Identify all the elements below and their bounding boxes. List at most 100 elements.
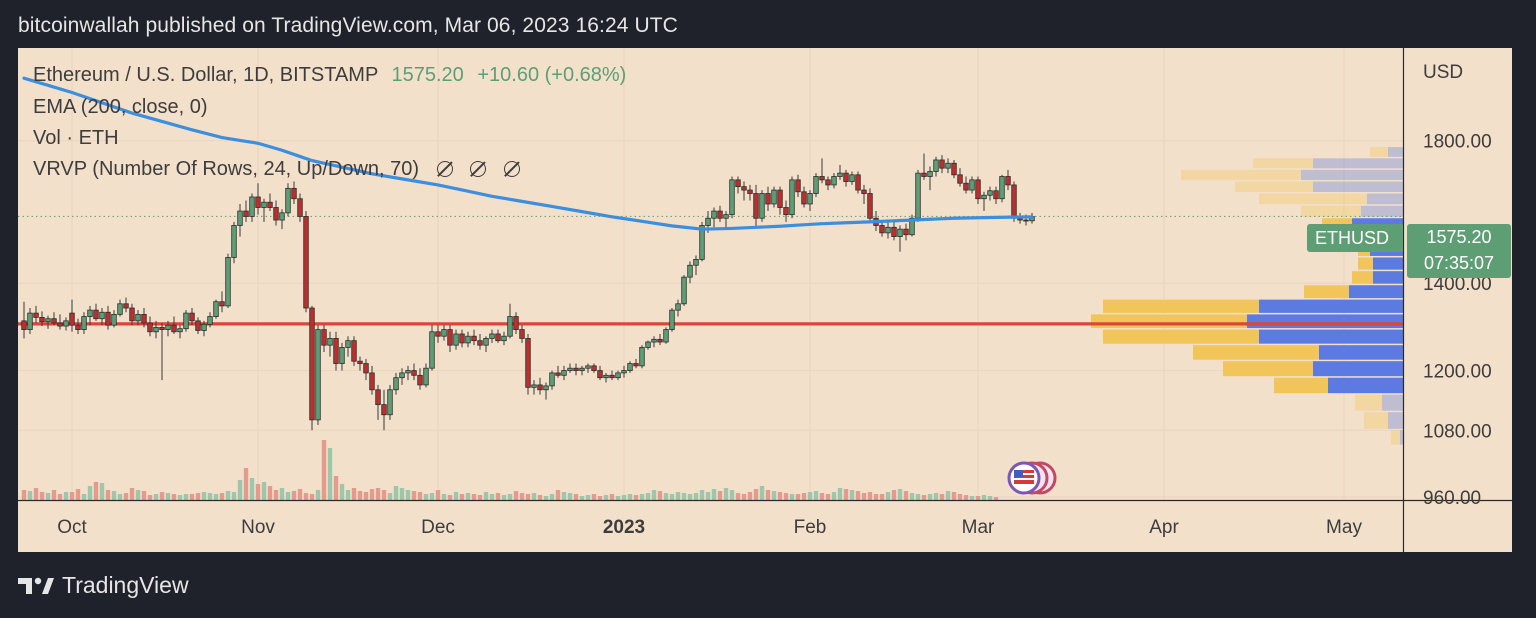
candle-body [27,312,33,330]
candle-body [465,335,471,344]
volume-bar [171,494,177,500]
candle-body [51,318,57,324]
candle-body [783,207,789,216]
volume-profile-up-bar [1259,299,1403,313]
candle-body [165,324,171,330]
candle-body [765,193,771,205]
candle-body [915,172,921,219]
candle-body [405,370,411,374]
candle-body [561,370,567,376]
tradingview-logo-icon [18,577,54,594]
volume-bar [927,494,933,500]
volume-bar [537,495,543,500]
candle-body [531,384,537,388]
price-chart[interactable]: USD 1800.00 1400.00 1200.00 1080.00 960.00 Oct… [18,48,1512,552]
volume-bar [411,491,417,500]
volume-bar [225,491,231,500]
volume-profile-down-bar [1322,218,1352,230]
no-value-icon [470,161,487,177]
volume-profile-up-bar [1301,169,1403,181]
candle-body [663,329,669,343]
legend-ema[interactable]: EMA (200, close, 0) [33,96,208,118]
volume-bar [699,490,705,500]
candle-body [909,217,915,236]
volume-profile-up-bar [1382,394,1403,411]
volume-profile-up-bar [1247,314,1403,329]
candle-body [897,228,903,237]
candle-body [477,340,483,346]
legend-vrvp-row[interactable]: VRVP (Number Of Rows, 24, Up/Down, 70) [33,158,520,181]
chart-panel[interactable]: USD 1800.00 1400.00 1200.00 1080.00 960.00 Oct… [18,48,1512,552]
volume-profile-up-bar [1373,271,1403,284]
economic-events-icons[interactable] [1007,461,1057,495]
tradingview-footer[interactable]: TradingView [18,572,189,599]
legend-volume[interactable]: Vol · ETH [33,127,119,149]
volume-profile-up-bar [1373,257,1403,270]
volume-bar [501,495,507,500]
time-tick-label: Mar [962,517,995,538]
volume-bar [759,486,765,500]
volume-bar [813,491,819,500]
volume-bar [621,495,627,500]
volume-bar [135,490,141,500]
volume-bar [693,493,699,500]
candle-body [129,307,135,322]
volume-bar [117,494,123,500]
volume-bar [957,494,963,500]
candle-body [627,363,633,371]
candle-body [813,176,819,194]
legend-symbol-row[interactable]: Ethereum / U.S. Dollar, 1D, BITSTAMP 157… [33,64,626,87]
volume-bar [885,492,891,500]
time-tick-label: Apr [1149,517,1179,538]
candle-body [135,313,141,322]
volume-profile-up-bar [1388,412,1403,429]
volume-bar [393,486,399,500]
volume-bar [315,490,321,500]
candle-body [63,320,69,327]
candle-body [291,187,297,200]
candle-body [513,316,519,330]
volume-bar [285,492,291,500]
ticker-badge: ETHUSD [1307,224,1403,252]
volume-profile-down-bar [1301,205,1361,217]
volume-bar [741,494,747,500]
volume-bar [897,489,903,500]
volume-profile-down-bar [1304,285,1349,299]
candle-body [723,214,729,219]
candle-body [273,207,279,221]
volume-bar [507,494,513,500]
volume-bar [717,491,723,500]
candle-body [795,179,801,193]
volume-bar [651,490,657,500]
candle-body [519,329,525,339]
volume-bar [483,492,489,500]
candle-body [753,193,759,219]
candle-body [1023,219,1029,222]
volume-bar [687,494,693,500]
volume-bar [795,494,801,500]
candle-body [207,316,213,325]
volume-bar [639,494,645,500]
candle-body [345,340,351,348]
volume-profile-up-bar [1361,205,1403,217]
candle-body [543,385,549,391]
candle-body [621,370,627,374]
volume-bar [591,494,597,500]
volume-bar [51,490,57,500]
volume-bar [57,494,63,500]
candle-body [555,372,561,376]
candle-body [789,179,795,216]
candle-body [585,365,591,369]
volume-bar [105,490,111,500]
candle-body [489,333,495,339]
candle-body [987,190,993,196]
time-tick-label: Oct [57,517,87,538]
volume-bar [951,492,957,500]
volume-bar [801,493,807,500]
candle-body [153,326,159,333]
candle-body [33,312,39,318]
candle-body [861,189,867,194]
candle-body [633,363,639,367]
candle-body [867,193,873,219]
candle-body [441,329,447,337]
